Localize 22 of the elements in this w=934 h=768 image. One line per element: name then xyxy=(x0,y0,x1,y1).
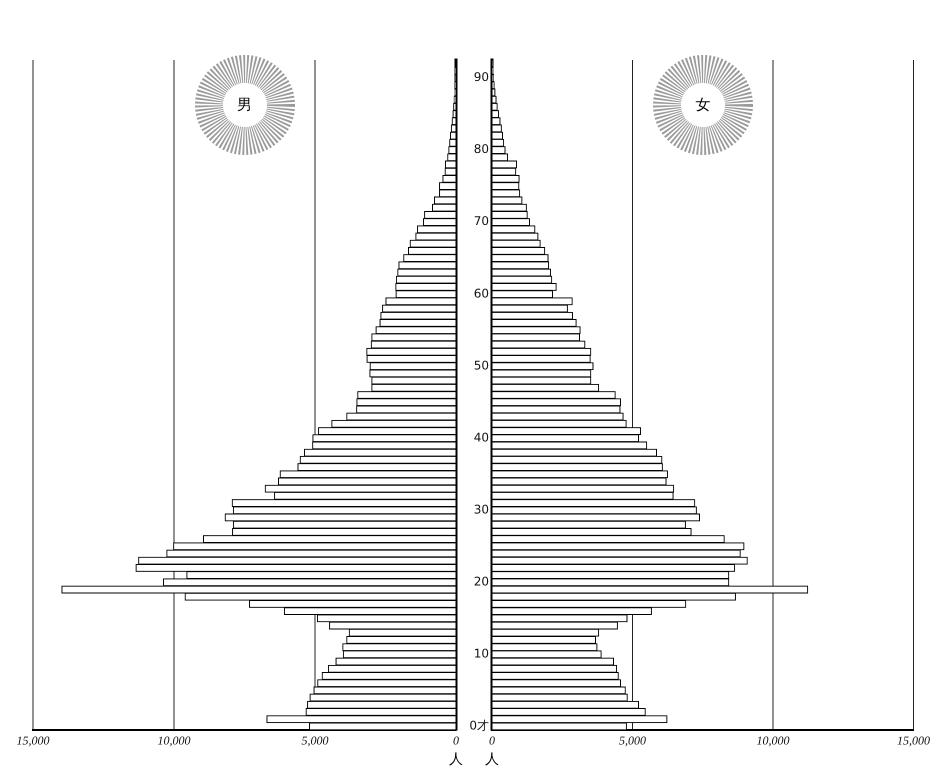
x-tick-label: 0 xyxy=(453,733,459,748)
x-tick-label: 0 xyxy=(489,733,495,748)
x-axis-title: 人 xyxy=(485,752,499,768)
x-tick-label: 10,000 xyxy=(756,733,790,748)
x-tick-label: 10,000 xyxy=(158,733,190,748)
y-tick-label: 30 xyxy=(474,502,489,516)
y-tick-label: 0才 xyxy=(469,718,489,733)
y-tick-label: 10 xyxy=(474,646,489,660)
y-tick-label: 50 xyxy=(474,358,489,372)
x-tick-label: 5,000 xyxy=(619,733,646,748)
y-tick-label: 60 xyxy=(474,286,489,300)
text: 女 xyxy=(695,96,710,114)
y-tick-label: 70 xyxy=(474,214,489,228)
y-tick-label: 80 xyxy=(474,142,489,156)
y-tick-label: 90 xyxy=(474,70,489,84)
y-tick-label: 40 xyxy=(474,430,489,444)
x-tick-label: 5,000 xyxy=(302,733,328,748)
y-tick-label: 20 xyxy=(474,574,489,588)
x-axis-title: 人 xyxy=(449,752,463,768)
x-tick-label: 15,000 xyxy=(897,733,930,748)
text: 男 xyxy=(237,96,252,114)
x-tick-label: 15,000 xyxy=(16,733,50,748)
